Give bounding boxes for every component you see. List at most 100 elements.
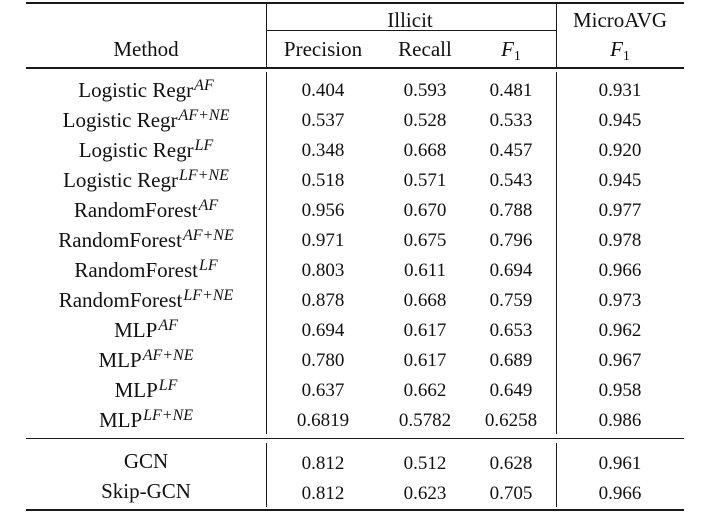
method-name: RandomForest xyxy=(73,198,198,222)
micro-f1-cell: 0.958 xyxy=(598,380,642,401)
method-cell: Logistic RegrAF+NE xyxy=(63,108,230,131)
method-name: Skip-GCN xyxy=(101,479,191,503)
method-cell: MLPAF xyxy=(114,318,178,341)
feature-set-superscript: LF xyxy=(194,137,214,154)
f1-cell: 0.689 xyxy=(489,350,533,371)
header-precision: Precision xyxy=(283,37,363,61)
feature-set-superscript: AF+NE xyxy=(182,227,234,244)
recall-cell: 0.617 xyxy=(403,350,447,371)
method-cell: Logistic RegrLF xyxy=(79,138,214,161)
recall-cell: 0.571 xyxy=(403,170,447,191)
f1-cell: 0.457 xyxy=(489,140,533,161)
microavg-column-divider-gcn xyxy=(556,443,557,507)
recall-cell: 0.668 xyxy=(403,290,447,311)
recall-cell: 0.611 xyxy=(403,260,447,281)
f1-cell: 0.533 xyxy=(489,110,533,131)
precision-cell: 0.694 xyxy=(301,320,345,341)
feature-set-superscript: AF+NE xyxy=(142,347,194,364)
method-name: Logistic Regr xyxy=(63,168,178,192)
feature-set-superscript: LF+NE xyxy=(143,407,194,424)
recall-cell: 0.593 xyxy=(403,80,447,101)
precision-cell: 0.956 xyxy=(301,200,345,221)
header-micro-f1: F1 xyxy=(610,37,630,65)
top-rule xyxy=(26,2,684,4)
precision-cell: 0.971 xyxy=(301,230,345,251)
micro-f1-cell: 0.931 xyxy=(598,80,642,101)
f1-cell: 0.481 xyxy=(489,80,533,101)
feature-set-superscript: LF xyxy=(199,257,218,274)
precision-cell: 0.803 xyxy=(301,260,345,281)
feature-set-superscript: LF+NE xyxy=(183,287,234,304)
header-f1: F1 xyxy=(501,37,521,65)
bottom-rule xyxy=(26,509,684,511)
method-cell: MLPLF xyxy=(115,378,178,401)
method-name: Logistic Regr xyxy=(78,138,194,162)
method-cell: MLPAF+NE xyxy=(99,348,194,371)
precision-cell: 0.780 xyxy=(301,350,345,371)
method-cell: RandomForestLF xyxy=(74,258,217,281)
micro-f1-cell: 0.966 xyxy=(598,483,642,504)
recall-cell: 0.617 xyxy=(403,320,447,341)
micro-f1-cell: 0.962 xyxy=(598,320,642,341)
micro-f1-cell: 0.945 xyxy=(598,110,642,131)
method-name: Logistic Regr xyxy=(62,108,178,132)
header-illicit: Illicit xyxy=(387,8,433,32)
recall-cell: 0.512 xyxy=(403,453,447,474)
recall-cell: 0.675 xyxy=(403,230,447,251)
f1-symbol: F xyxy=(610,37,623,61)
recall-cell: 0.5782 xyxy=(398,410,452,431)
feature-set-superscript: LF+NE xyxy=(178,167,229,184)
precision-cell: 0.812 xyxy=(301,453,345,474)
precision-cell: 0.348 xyxy=(301,140,345,161)
micro-f1-cell: 0.977 xyxy=(598,200,642,221)
feature-set-superscript: LF xyxy=(158,377,178,394)
method-column-divider-gcn xyxy=(266,443,267,507)
header-microavg: MicroAVG xyxy=(572,8,668,32)
method-cell: Skip-GCN xyxy=(101,481,191,502)
method-cell: GCN xyxy=(124,451,168,472)
recall-cell: 0.662 xyxy=(403,380,447,401)
precision-cell: 0.404 xyxy=(301,80,345,101)
f1-cell: 0.705 xyxy=(489,483,533,504)
method-cell: MLPLF+NE xyxy=(99,408,193,431)
method-name: RandomForest xyxy=(58,228,182,252)
f1-cell: 0.543 xyxy=(489,170,533,191)
recall-cell: 0.623 xyxy=(403,483,447,504)
header-rule xyxy=(26,67,684,69)
precision-cell: 0.537 xyxy=(301,110,345,131)
method-name: Logistic Regr xyxy=(78,78,194,102)
f1-cell: 0.788 xyxy=(489,200,533,221)
f1-cell: 0.759 xyxy=(489,290,533,311)
method-name: MLP xyxy=(114,378,158,402)
method-name: RandomForest xyxy=(74,258,198,282)
micro-f1-cell: 0.961 xyxy=(598,453,642,474)
method-name: RandomForest xyxy=(58,288,183,312)
precision-cell: 0.878 xyxy=(301,290,345,311)
f1-cell: 0.6258 xyxy=(484,410,538,431)
precision-cell: 0.812 xyxy=(301,483,345,504)
method-cell: RandomForestAF xyxy=(74,198,218,221)
precision-cell: 0.637 xyxy=(301,380,345,401)
method-cell: Logistic RegrLF+NE xyxy=(63,168,229,191)
f1-cell: 0.628 xyxy=(489,453,533,474)
micro-f1-cell: 0.967 xyxy=(598,350,642,371)
micro-f1-cell: 0.973 xyxy=(598,290,642,311)
f1-symbol: F xyxy=(501,37,514,61)
micro-f1-cell: 0.945 xyxy=(598,170,642,191)
recall-cell: 0.668 xyxy=(403,140,447,161)
f1-subscript: 1 xyxy=(513,49,521,64)
f1-cell: 0.653 xyxy=(489,320,533,341)
header-recall: Recall xyxy=(398,37,452,61)
header-method: Method xyxy=(113,37,179,61)
feature-set-superscript: AF xyxy=(158,317,178,334)
micro-f1-cell: 0.920 xyxy=(598,140,642,161)
micro-f1-cell: 0.978 xyxy=(598,230,642,251)
method-cell: Logistic RegrAF xyxy=(78,78,213,101)
method-name: GCN xyxy=(123,449,169,473)
f1-cell: 0.649 xyxy=(489,380,533,401)
feature-set-superscript: AF+NE xyxy=(178,107,230,124)
f1-cell: 0.694 xyxy=(489,260,533,281)
feature-set-superscript: AF xyxy=(198,197,219,214)
precision-cell: 0.6819 xyxy=(296,410,350,431)
